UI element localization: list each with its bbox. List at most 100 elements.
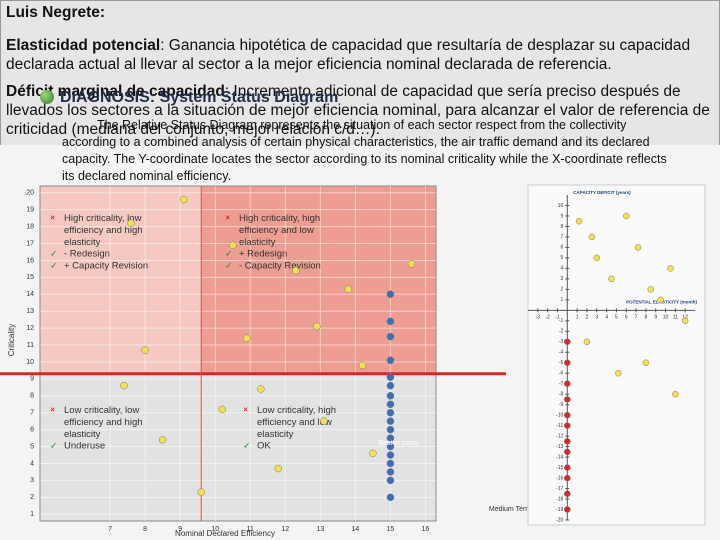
y-tick-label: 2: [561, 287, 564, 293]
x-tick-label: 16: [422, 526, 430, 533]
data-point: [120, 381, 128, 390]
check: ✓: [225, 248, 233, 258]
quadrant-title: High criticality, low efficiency and high…: [64, 213, 143, 248]
data-point: [274, 464, 283, 473]
x-tick-label: 10: [211, 526, 219, 533]
inset-y-label: CAPACITY DEFICIT (years): [573, 190, 631, 195]
bullet: [40, 90, 54, 104]
y-tick-label: -10: [556, 412, 563, 418]
x-tick-label: 11: [673, 315, 678, 321]
quadrant-action: - Redesign: [64, 249, 110, 260]
data-point: [667, 265, 674, 272]
x-tick-label: 10: [663, 315, 669, 321]
x-tick-label: 1: [576, 315, 579, 321]
y-tick-label: -13: [556, 444, 563, 450]
y-tick-label: 9: [561, 213, 564, 219]
data-point: [386, 356, 395, 365]
y-tick-label: 15: [26, 274, 34, 281]
y-tick-label: 14: [26, 291, 34, 298]
data-point: [141, 346, 149, 354]
data-point: [386, 451, 395, 459]
data-point: [564, 380, 571, 387]
quadrant-bg: [201, 186, 436, 374]
data-point: [386, 468, 395, 476]
data-point: [588, 233, 596, 241]
quadrant-title: Low criticality, low efficiency and high e…: [64, 405, 143, 440]
y-tick-label: 5: [30, 443, 34, 450]
data-point: [228, 241, 237, 249]
quadrant-action: + Redesign: [239, 249, 287, 260]
check: ✓: [243, 440, 251, 450]
data-point: [564, 464, 571, 471]
data-point: [575, 217, 583, 225]
x-tick-label: 11: [247, 526, 254, 533]
data-point: [386, 434, 395, 442]
data-point: [615, 369, 622, 377]
data-point: [386, 290, 395, 299]
y-axis-label: Criticality: [7, 324, 16, 356]
data-point: [672, 390, 679, 398]
definition: Elasticidad potencial: Ganancia hipotéti…: [6, 36, 714, 74]
marker-x: ×: [225, 212, 230, 222]
y-tick-label: -5: [559, 360, 564, 366]
x-axis-label: Nominal Declared Efficiency: [175, 529, 275, 538]
data-point: [358, 361, 367, 370]
y-tick-label: 20: [26, 190, 34, 197]
y-tick-label: 4: [561, 266, 564, 272]
y-tick-label: -1: [559, 318, 564, 324]
data-point: [344, 285, 353, 293]
marker-x: ×: [50, 212, 55, 222]
data-point: [564, 474, 571, 482]
plot-frame: [39, 185, 437, 522]
data-point: [127, 219, 135, 227]
data-point: [386, 317, 395, 326]
x-tick-label: -2: [545, 315, 550, 321]
definitions-box: [0, 0, 720, 147]
x-tick-label: 14: [351, 526, 359, 533]
x-tick-label: 8: [143, 526, 147, 533]
data-point: [386, 400, 395, 409]
x-tick-label: 15: [387, 526, 395, 533]
data-point: [647, 286, 655, 293]
inset-bg: [527, 184, 706, 526]
y-tick-label: -9: [559, 402, 564, 408]
y-tick-label: 9: [30, 376, 34, 383]
marker-x: ×: [50, 404, 55, 414]
quadrant-title: Low criticality, high efficiency and low e…: [257, 405, 336, 440]
data-point: [407, 260, 416, 268]
data-point: [564, 359, 571, 366]
definition: Déficit marginal de capacidad: Increment…: [6, 82, 714, 139]
data-point: [564, 396, 571, 403]
y-tick-label: -11: [556, 423, 563, 429]
x-tick-label: -3: [536, 315, 541, 321]
data-point: [386, 442, 395, 451]
data-point: [386, 476, 395, 485]
y-tick-label: -15: [556, 465, 563, 471]
x-tick-label: 7: [635, 315, 638, 321]
data-point: [386, 332, 395, 341]
x-tick-label: 4: [605, 315, 608, 321]
data-point: [179, 195, 188, 204]
data-point: [608, 275, 615, 283]
y-tick-label: 3: [561, 276, 564, 282]
data-point: [218, 405, 226, 414]
data-point: [593, 254, 601, 262]
slide-description: The Relative Status Diagram represents t…: [62, 118, 667, 183]
y-tick-label: -7: [559, 381, 564, 387]
check: ✓: [50, 440, 58, 450]
data-point: [634, 244, 642, 251]
slide-title: DIAGNOSIS: System Status Diagram: [60, 89, 339, 106]
y-tick-label: 10: [558, 203, 564, 209]
data-point: [292, 266, 300, 275]
data-point: [657, 296, 664, 304]
data-point: [564, 422, 571, 429]
data-point: [642, 359, 650, 366]
data-point: [564, 338, 571, 346]
data-point: [369, 449, 377, 458]
y-tick-label: -8: [559, 392, 564, 398]
definition-text: : Incremento adicional de capacidad que …: [6, 83, 710, 138]
y-tick-label: 3: [30, 477, 34, 484]
data-point: [564, 411, 571, 419]
annotation: Medium Term: [489, 506, 531, 513]
